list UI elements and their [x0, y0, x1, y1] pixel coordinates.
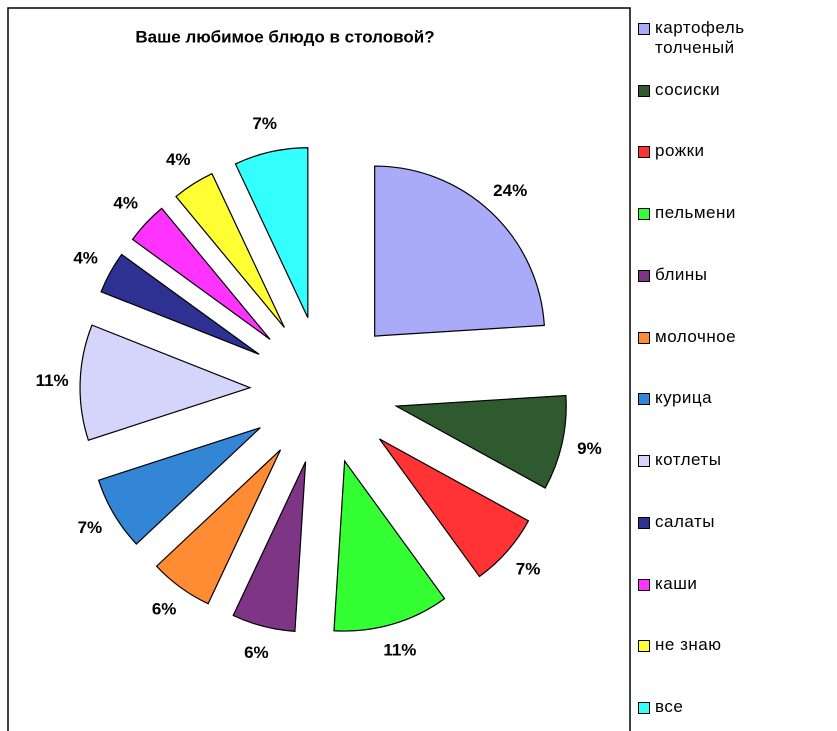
- data-label: 6%: [152, 600, 177, 619]
- legend: картофель толченый сосиски рожки пельмени бл…: [638, 0, 833, 731]
- data-label: 4%: [73, 248, 98, 267]
- legend-item: курица: [638, 388, 795, 408]
- legend-item: блины: [638, 265, 795, 285]
- legend-item: все: [638, 697, 795, 717]
- legend-item: картофель толченый: [638, 18, 795, 58]
- pie-slice: [232, 461, 307, 632]
- legend-label: блины: [655, 264, 708, 284]
- pie-slice: [100, 253, 260, 355]
- legend-swatch: [638, 269, 650, 282]
- legend-swatch: [638, 516, 650, 529]
- legend-label: пельмени: [655, 203, 736, 223]
- data-label: 7%: [78, 518, 103, 537]
- data-label: 9%: [577, 439, 602, 458]
- legend-label: все: [655, 697, 684, 716]
- legend-swatch: [638, 208, 650, 221]
- legend-swatch: [638, 146, 650, 159]
- legend-label: сосиски: [655, 79, 721, 99]
- pie-slice: [234, 147, 309, 319]
- pie-slice: [131, 207, 271, 340]
- plot-frame: [7, 7, 631, 731]
- pie-slice: [394, 394, 567, 489]
- legend-swatch: [638, 640, 650, 653]
- legend-swatch: [638, 393, 650, 406]
- data-label: 4%: [113, 193, 138, 212]
- chart-title: Ваше любимое блюдо в столовой?: [135, 27, 434, 46]
- pie-slice: [379, 438, 530, 578]
- legend-item: сосиски: [638, 80, 795, 100]
- pie-slice: [79, 324, 252, 441]
- legend-item: молочное: [638, 327, 795, 347]
- data-label: 6%: [244, 643, 269, 662]
- legend-swatch: [638, 331, 650, 344]
- legend-label: салаты: [655, 511, 715, 531]
- data-label: 11%: [383, 641, 416, 660]
- pie-slice: [155, 449, 282, 605]
- legend-swatch: [638, 455, 650, 468]
- legend-label: не знаю: [655, 635, 722, 655]
- data-label: 7%: [516, 559, 541, 578]
- legend-item: котлеты: [638, 450, 795, 470]
- legend-label: курица: [655, 388, 713, 408]
- pie-slice: [374, 165, 545, 337]
- legend-swatch: [638, 23, 650, 35]
- legend-label: каши: [655, 573, 698, 593]
- data-label: 24%: [493, 181, 527, 200]
- legend-item: салаты: [638, 512, 795, 532]
- pie-slice: [97, 427, 261, 545]
- pie-slice: [175, 172, 285, 328]
- pie-slice: [333, 459, 446, 632]
- legend-item: пельмени: [638, 203, 795, 223]
- legend-item: каши: [638, 574, 795, 594]
- legend-label: молочное: [655, 326, 737, 346]
- legend-label: рожки: [655, 141, 705, 161]
- legend-label: картофель толченый: [655, 18, 745, 57]
- data-label: 7%: [252, 114, 277, 133]
- legend-item: не знаю: [638, 635, 795, 655]
- legend-label: котлеты: [655, 450, 722, 470]
- legend-swatch: [638, 702, 650, 714]
- legend-swatch: [638, 578, 650, 591]
- legend-swatch: [638, 84, 650, 97]
- data-label: 4%: [166, 150, 191, 169]
- legend-item: рожки: [638, 141, 795, 161]
- data-label: 11%: [36, 371, 69, 390]
